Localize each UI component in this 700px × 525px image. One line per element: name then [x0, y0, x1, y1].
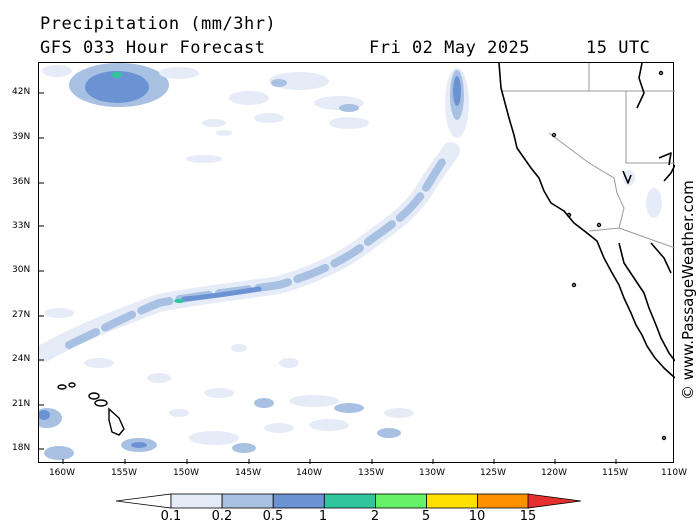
state-boundaries [502, 63, 675, 249]
lat-label-21n: 21N [12, 399, 31, 409]
colorbar-cell [374, 493, 427, 509]
forecast-time: 15 UTC [586, 38, 651, 58]
lon-label-120w: 120W [540, 468, 568, 478]
hawaiian-islands [57, 70, 667, 441]
colorbar-label-10: 10 [468, 509, 486, 524]
lon-label-130w: 130W [418, 468, 446, 478]
colorbar-label-0.2: 0.2 [211, 509, 233, 524]
watermark: © www.PassageWeather.com [679, 180, 697, 400]
colorbar-cell [221, 493, 274, 509]
forecast-date: Fri 02 May 2025 [369, 38, 531, 58]
lon-label-140w: 140W [295, 468, 323, 478]
colorbar-label-2: 2 [370, 509, 380, 524]
colorbar-label-1: 1 [318, 509, 328, 524]
colorbar-label-0.1: 0.1 [160, 509, 182, 524]
lat-label-33n: 33N [12, 221, 31, 231]
lat-label-36n: 36N [12, 177, 31, 187]
forecast-model-label: GFS 033 Hour Forecast [40, 38, 266, 58]
lat-label-30n: 30N [12, 265, 31, 275]
colorbar-cell [426, 493, 478, 509]
lon-label-135w: 135W [357, 468, 385, 478]
lon-label-125w: 125W [479, 468, 507, 478]
colorbar-cell [477, 493, 530, 509]
lat-label-42n: 42N [12, 87, 31, 97]
colorbar [116, 493, 582, 509]
lat-label-18n: 18N [12, 443, 31, 453]
colorbar-cell [170, 493, 223, 509]
colorbar-under-triangle [116, 493, 172, 509]
precipitation-map [38, 62, 675, 464]
colorbar-over-triangle [527, 493, 582, 509]
colorbar-cells [170, 493, 530, 509]
coastline [498, 63, 675, 379]
colorbar-label-15: 15 [519, 509, 537, 524]
colorbar-cell [272, 493, 325, 509]
lon-label-110w: 110W [660, 468, 688, 478]
lon-label-155w: 155W [110, 468, 138, 478]
lon-label-150w: 150W [172, 468, 200, 478]
lon-label-160w: 160W [48, 468, 76, 478]
lat-label-27n: 27N [12, 310, 31, 320]
colorbar-label-5: 5 [421, 509, 431, 524]
colorbar-label-0.5: 0.5 [262, 509, 284, 524]
lat-label-24n: 24N [12, 354, 31, 364]
axis-ticks [39, 92, 617, 464]
map-title: Precipitation (mm/3hr) [40, 14, 277, 34]
precipitation-layer [39, 63, 662, 460]
colorbar-cell [323, 493, 376, 509]
lon-label-145w: 145W [234, 468, 262, 478]
lon-label-115w: 115W [601, 468, 629, 478]
lat-label-39n: 39N [12, 132, 31, 142]
map-canvas [39, 63, 675, 464]
